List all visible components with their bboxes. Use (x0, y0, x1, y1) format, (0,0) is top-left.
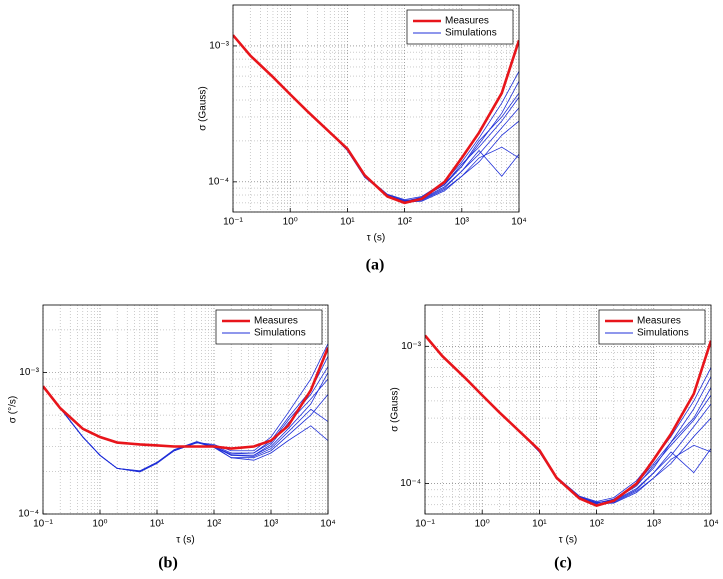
chart: 10⁻¹ 10⁰ 10¹ 10² 10³ 10⁴ 10⁻⁴ 10⁻³ MeasuresSimul… (390, 304, 719, 572)
chart: 10⁻¹ 10⁰ 10¹ 10² 10³ 10⁴ 10⁻⁴ 10⁻³ MeasuresSimul… (8, 304, 336, 572)
measure-line (425, 334, 711, 508)
x-tick-label: 10⁻¹ (415, 519, 435, 530)
x-axis-label: τ (s) (176, 535, 194, 546)
x-tick-label: 10¹ (532, 519, 547, 530)
panel-label: (c) (554, 555, 572, 572)
x-tick-label: 10⁴ (511, 217, 526, 228)
chart: 10⁻¹ 10⁰ 10¹ 10² 10³ 10⁴ 10⁻⁴ 10⁻³ MeasuresSimul… (198, 4, 527, 274)
legend-label: Measures (445, 16, 489, 27)
x-tick-label: 10⁴ (320, 519, 335, 530)
measure-line (43, 347, 328, 450)
x-tick-label: 10¹ (340, 217, 355, 228)
x-tick-label: 10³ (264, 519, 279, 530)
x-tick-label: 10¹ (150, 519, 165, 530)
x-tick-label: 10⁰ (475, 519, 490, 530)
panel-label: (b) (158, 555, 178, 572)
lines (43, 343, 328, 473)
x-tick-label: 10⁰ (92, 519, 107, 530)
y-tick-label: 10⁻³ (209, 41, 229, 52)
x-axis-label: τ (s) (559, 535, 577, 546)
legend-label: Measures (637, 316, 681, 327)
x-tick-label: 10³ (647, 519, 662, 530)
y-tick-label: 10⁻⁴ (18, 509, 39, 520)
measure-line (233, 34, 519, 205)
y-tick-label: 10⁻⁴ (208, 176, 229, 187)
y-tick-label: 10⁻³ (19, 367, 39, 378)
x-tick-label: 10³ (455, 217, 470, 228)
y-tick-label: 10⁻⁴ (400, 478, 421, 489)
legend-label: Simulations (637, 328, 689, 339)
panel-label: (a) (366, 257, 385, 274)
x-tick-label: 10² (207, 519, 222, 530)
y-axis-label: σ (°/s) (8, 396, 19, 423)
legend-box (598, 309, 706, 345)
plot-frame (42, 304, 329, 515)
legend-label: Simulations (254, 328, 306, 339)
legend-label: Simulations (445, 28, 497, 39)
legend-label: Measures (254, 316, 298, 327)
legend-box (215, 309, 323, 345)
x-tick-label: 10⁰ (283, 217, 298, 228)
x-axis-label: τ (s) (367, 233, 385, 244)
x-tick-label: 10² (397, 217, 412, 228)
plot-frame (424, 304, 712, 515)
y-tick-label: 10⁻³ (401, 341, 421, 352)
lines (233, 34, 519, 205)
x-tick-label: 10⁴ (703, 519, 718, 530)
plot-frame (232, 4, 520, 213)
x-tick-label: 10⁻¹ (33, 519, 53, 530)
y-axis-label: σ (Gauss) (390, 387, 401, 432)
lines (425, 334, 711, 508)
x-tick-label: 10⁻¹ (223, 217, 243, 228)
legend-box (406, 9, 514, 45)
x-tick-label: 10² (589, 519, 604, 530)
y-axis-label: σ (Gauss) (198, 86, 209, 131)
